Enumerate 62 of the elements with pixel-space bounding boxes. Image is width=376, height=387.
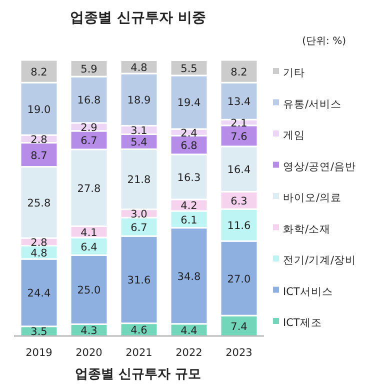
x-tick-label: 2019 <box>26 347 52 359</box>
data-label: 3.1 <box>130 124 148 137</box>
data-label: 16.8 <box>77 94 101 107</box>
data-label: 6.8 <box>180 140 198 152</box>
legend-label: ICT서비스 <box>283 286 333 298</box>
data-label: 5.4 <box>130 136 148 149</box>
data-label: 27.0 <box>227 273 251 286</box>
data-label: 18.9 <box>127 94 151 107</box>
x-tick-label: 2022 <box>176 347 202 359</box>
data-label: 34.8 <box>177 270 201 283</box>
data-label: 6.7 <box>80 135 98 148</box>
data-label: 4.3 <box>80 325 98 338</box>
data-label: 2.8 <box>30 236 48 249</box>
data-label: 13.4 <box>227 96 252 108</box>
data-label: 4.8 <box>30 247 48 260</box>
legend-label: ICT제조 <box>283 317 322 329</box>
x-tick-label: 2020 <box>76 347 102 359</box>
legend-label: 영상/공연/음반 <box>283 160 356 173</box>
x-tick-label: 2023 <box>226 347 252 359</box>
legend-label: 바이오/의료 <box>283 192 342 204</box>
data-label: 8.7 <box>30 150 48 162</box>
data-label: 5.9 <box>80 63 98 76</box>
data-label: 6.7 <box>130 222 148 234</box>
data-label: 4.1 <box>80 226 98 239</box>
legend-label: 게임 <box>283 130 305 142</box>
data-label: 2.1 <box>230 118 248 130</box>
data-label: 6.3 <box>230 195 248 208</box>
data-label: 19.4 <box>177 97 202 110</box>
data-label: 11.6 <box>227 220 252 232</box>
data-label: 25.8 <box>27 197 51 210</box>
text: 업종별 신규투자 규모 <box>74 367 202 382</box>
data-label: 8.2 <box>230 66 248 78</box>
data-label: 6.4 <box>80 241 98 254</box>
data-label: 2.4 <box>180 127 198 140</box>
data-label: 4.4 <box>180 324 198 337</box>
data-label: 4.8 <box>130 62 148 74</box>
data-label: 7.6 <box>230 130 248 143</box>
data-label: 25.0 <box>77 284 101 297</box>
data-label: 16.3 <box>177 172 201 184</box>
data-label: 16.4 <box>227 164 252 176</box>
chart-title: 업종별 신규투자 비중 <box>70 10 206 26</box>
data-label: 2.9 <box>80 122 98 134</box>
data-label: 3.5 <box>30 326 48 338</box>
legend-label: 기타 <box>283 67 305 79</box>
data-label: 7.4 <box>230 320 248 333</box>
data-label: 4.6 <box>130 324 148 337</box>
data-label: 21.8 <box>127 174 151 186</box>
legend-label: 화학/소재 <box>283 223 331 236</box>
data-label: 6.1 <box>180 214 198 226</box>
legend-label: 전기/기계/장비 <box>283 254 356 266</box>
data-label: 24.4 <box>27 288 52 300</box>
data-label: 19.0 <box>27 104 51 116</box>
legend-label: 유통/서비스 <box>283 98 342 110</box>
text: (단위: %) <box>302 36 346 47</box>
data-label: 27.8 <box>77 182 101 195</box>
data-label: 2.8 <box>30 134 48 146</box>
data-label: 31.6 <box>127 274 152 287</box>
data-label: 4.2 <box>180 200 198 212</box>
x-tick-label: 2021 <box>126 347 152 359</box>
data-label: 3.0 <box>130 208 148 220</box>
data-label: 5.5 <box>180 62 198 75</box>
data-label: 8.2 <box>30 66 48 78</box>
